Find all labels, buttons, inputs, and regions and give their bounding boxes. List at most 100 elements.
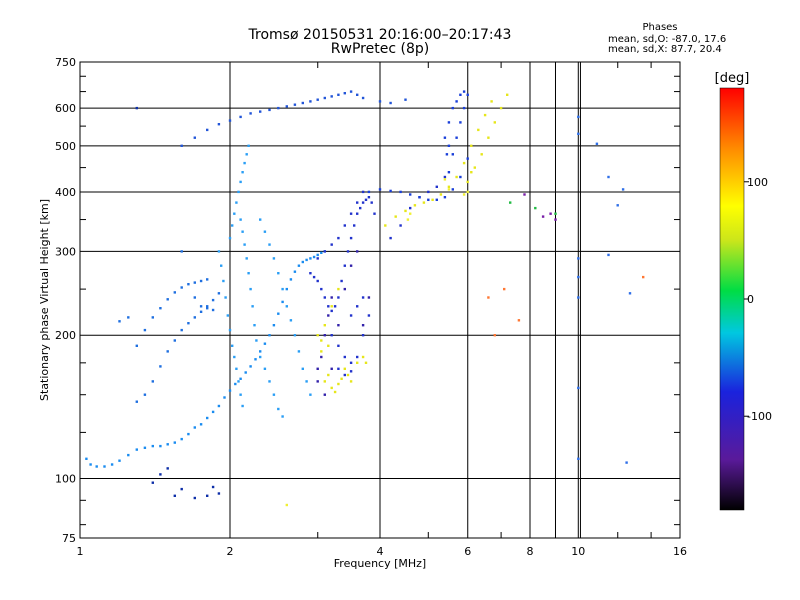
- data-point: [316, 279, 319, 283]
- data-point: [237, 190, 240, 194]
- data-point: [253, 324, 256, 327]
- data-point: [384, 224, 387, 227]
- data-point: [466, 93, 469, 96]
- data-point: [206, 278, 209, 281]
- data-point: [180, 437, 183, 441]
- data-point: [277, 272, 280, 275]
- data-point: [349, 314, 353, 317]
- data-point: [180, 144, 183, 147]
- data-point: [451, 153, 454, 156]
- x-tick-label: 4: [377, 545, 384, 558]
- data-point: [285, 105, 288, 108]
- data-point: [616, 204, 619, 207]
- data-point: [193, 281, 196, 284]
- data-point: [466, 180, 469, 184]
- data-point: [349, 264, 353, 267]
- data-point: [356, 212, 359, 215]
- data-point: [206, 305, 209, 308]
- data-point: [135, 400, 138, 403]
- data-point: [228, 119, 232, 122]
- data-point: [223, 396, 226, 399]
- x-axis-ticks: 1 2 4 6 8 10 16: [77, 62, 687, 558]
- data-point: [473, 166, 476, 169]
- data-point: [389, 189, 392, 193]
- data-point: [249, 287, 252, 291]
- colorbar-tick-label: -100: [747, 410, 772, 423]
- data-point: [118, 320, 121, 323]
- data-point: [159, 365, 162, 368]
- data-point: [330, 386, 333, 390]
- data-point: [143, 446, 147, 449]
- data-point: [143, 328, 147, 332]
- data-point: [455, 100, 458, 103]
- data-point: [285, 305, 288, 308]
- data-point: [364, 361, 368, 364]
- data-point: [487, 296, 490, 299]
- data-point: [173, 291, 176, 294]
- data-point: [293, 270, 297, 273]
- data-point: [268, 334, 271, 337]
- data-point: [237, 380, 240, 383]
- data-point: [249, 112, 252, 115]
- data-point: [187, 322, 190, 325]
- data-point: [309, 393, 312, 396]
- data-point: [228, 328, 232, 332]
- data-point: [361, 334, 365, 337]
- data-point: [166, 350, 169, 353]
- data-point: [309, 272, 312, 275]
- data-point: [499, 106, 503, 110]
- data-point: [353, 224, 356, 227]
- data-point: [349, 90, 353, 93]
- data-point: [462, 161, 466, 165]
- data-point: [159, 473, 162, 476]
- data-point: [241, 404, 244, 408]
- data-point: [211, 298, 215, 302]
- data-point: [135, 106, 138, 110]
- data-point: [231, 344, 234, 347]
- data-point: [217, 404, 221, 408]
- data-point: [541, 215, 545, 218]
- data-point: [367, 314, 371, 317]
- data-point: [389, 101, 392, 105]
- data-point: [272, 393, 276, 396]
- data-point: [466, 190, 469, 194]
- data-point: [470, 171, 473, 174]
- data-point: [173, 494, 176, 497]
- data-point: [320, 355, 323, 359]
- data-point: [259, 218, 262, 221]
- y-tick-label: 300: [55, 245, 76, 258]
- data-point: [642, 275, 645, 279]
- data-point: [277, 312, 280, 315]
- data-point: [337, 367, 340, 370]
- data-point: [409, 206, 412, 210]
- data-point: [466, 157, 469, 160]
- data-point: [173, 339, 176, 342]
- data-point: [323, 250, 326, 253]
- data-point: [285, 503, 288, 507]
- data-point: [193, 296, 196, 299]
- data-point: [316, 380, 319, 383]
- data-point: [503, 287, 506, 291]
- data-point: [343, 92, 346, 95]
- data-point: [349, 380, 353, 383]
- data-point: [316, 98, 319, 101]
- data-point: [373, 212, 376, 215]
- data-point: [222, 279, 225, 283]
- data-point: [487, 136, 490, 139]
- data-point: [309, 257, 312, 260]
- colorbar: [719, 87, 745, 511]
- data-point: [577, 115, 580, 119]
- data-point: [85, 457, 88, 460]
- x-tick-label: 1: [77, 545, 84, 558]
- data-point: [268, 108, 271, 112]
- data-point: [483, 113, 487, 117]
- data-point: [206, 128, 209, 132]
- data-point: [459, 93, 462, 96]
- data-point: [577, 457, 580, 460]
- data-point: [361, 355, 365, 359]
- data-point: [367, 196, 371, 199]
- data-point: [110, 463, 114, 466]
- data-point: [343, 355, 346, 359]
- data-point: [330, 305, 333, 308]
- data-point: [289, 319, 293, 322]
